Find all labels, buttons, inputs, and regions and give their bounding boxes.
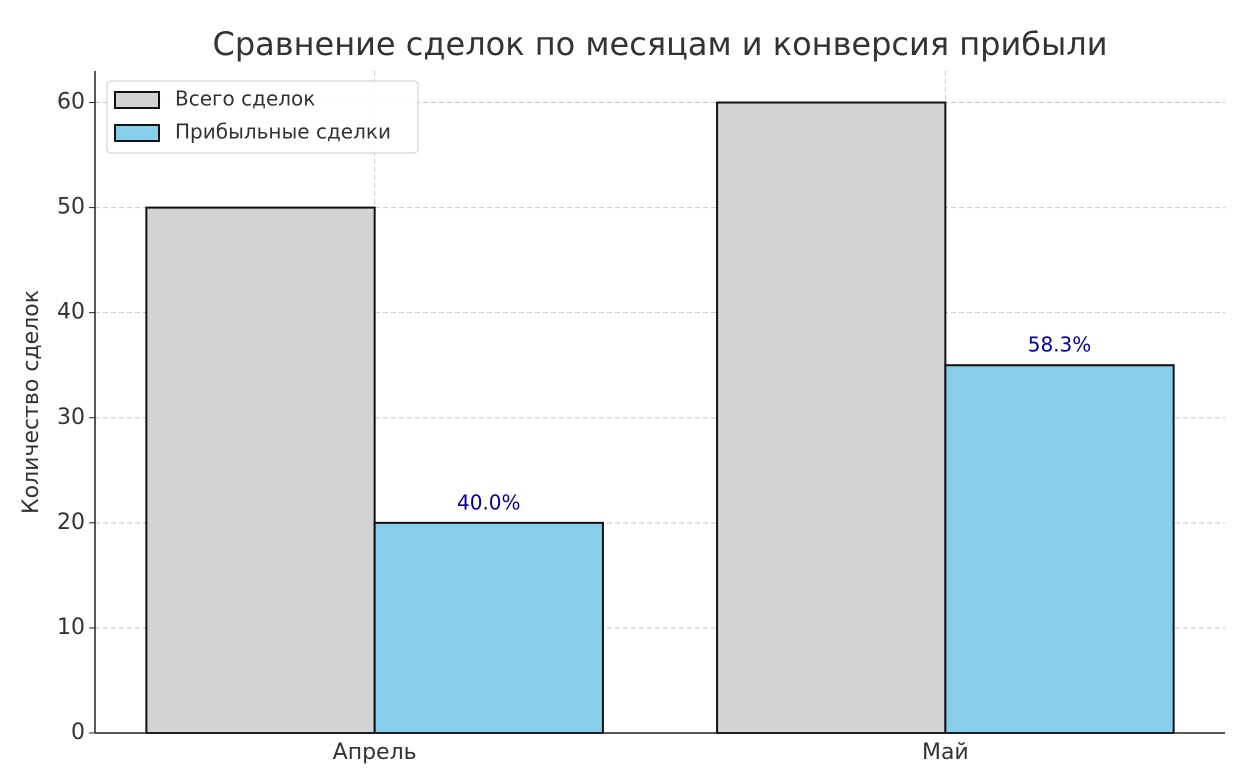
bar: [944, 364, 1175, 734]
bar: [716, 101, 947, 735]
x-tick-label: Май: [922, 740, 969, 765]
x-tick-label: Апрель: [333, 740, 417, 765]
y-tick-label: 20: [57, 510, 85, 535]
legend-swatch: [114, 91, 160, 109]
y-tick-label: 0: [71, 720, 85, 745]
legend-label: Всего сделок: [175, 87, 315, 111]
chart-title: Сравнение сделок по месяцам и конверсия …: [212, 25, 1107, 63]
legend-swatch: [114, 124, 160, 142]
legend-box: [106, 80, 419, 154]
bar: [373, 521, 604, 734]
y-axis-label: Количество сделок: [19, 290, 44, 514]
annotation: 40.0%: [457, 490, 521, 514]
y-tick-label: 10: [57, 615, 85, 640]
y-tick-label: 60: [57, 90, 85, 115]
y-tick-label: 40: [57, 300, 85, 325]
legend-label: Прибыльные сделки: [175, 120, 391, 144]
bar: [145, 206, 376, 735]
annotation: 58.3%: [1028, 333, 1092, 357]
y-tick-label: 30: [57, 405, 85, 430]
y-tick-label: 50: [57, 195, 85, 220]
